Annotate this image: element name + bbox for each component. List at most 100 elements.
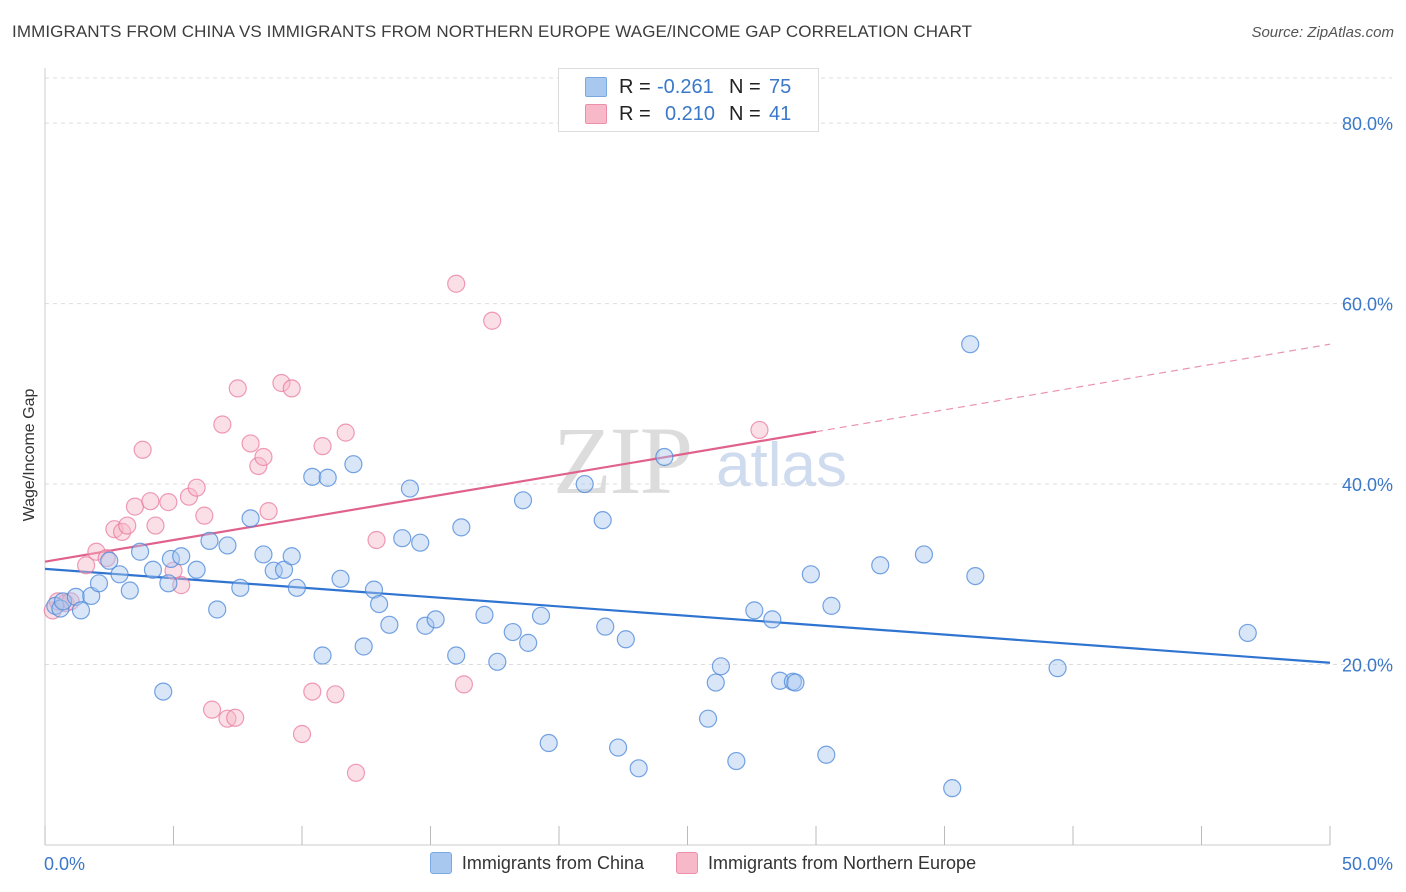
bottom-legend-swatch-china	[429, 852, 452, 874]
europe-point	[750, 420, 769, 440]
china-point	[447, 646, 466, 665]
europe-point	[326, 685, 345, 704]
bottom-legend: Immigrants from China Immigrants from No…	[0, 852, 1406, 874]
china-point	[400, 479, 420, 498]
legend-r-value: 0.210	[665, 102, 716, 125]
legend-n-label: N =	[729, 102, 761, 125]
china-point	[503, 622, 522, 642]
china-point	[519, 633, 538, 652]
china-trend-line	[44, 567, 1331, 664]
y-tick-label: 80.0%	[1342, 114, 1393, 134]
china-point	[370, 594, 389, 614]
legend-r-value: -0.261	[657, 75, 714, 98]
europe-point	[241, 434, 260, 453]
europe-point	[218, 709, 237, 728]
chart-title: IMMIGRANTS FROM CHINA VS IMMIGRANTS FROM…	[12, 22, 973, 41]
china-point	[727, 751, 746, 771]
china-point	[120, 581, 139, 600]
china-point	[416, 616, 435, 635]
china-point	[943, 779, 962, 798]
china-point	[200, 531, 219, 551]
legend-n-label: N =	[729, 75, 761, 98]
x-tick-label: 50.0%	[1342, 854, 1393, 874]
china-point	[770, 671, 790, 690]
china-point	[513, 491, 533, 510]
china-point	[609, 738, 628, 757]
china-point	[1238, 623, 1257, 643]
source-label: Source: ZipAtlas.com	[1251, 24, 1394, 41]
europe-point	[195, 506, 214, 525]
china-point	[208, 600, 227, 619]
europe-point	[228, 379, 247, 398]
europe-point	[141, 492, 160, 511]
china-point	[914, 545, 934, 564]
europe-point	[87, 542, 106, 561]
china-point	[241, 509, 260, 528]
europe-point	[226, 708, 245, 727]
europe-trend-extension	[815, 343, 1331, 433]
y-tick-label: 60.0%	[1342, 295, 1393, 315]
europe-point	[259, 502, 278, 521]
china-point	[871, 556, 890, 575]
europe-point	[213, 415, 232, 434]
china-point	[161, 549, 181, 569]
europe-point	[313, 437, 332, 456]
europe-point	[367, 530, 386, 550]
legend-r-label: R =	[619, 75, 651, 98]
europe-point	[118, 516, 137, 535]
china-point	[966, 566, 985, 586]
china-point	[452, 518, 471, 537]
china-point	[629, 759, 648, 778]
china-point	[274, 560, 294, 579]
europe-point	[187, 478, 206, 497]
china-point	[303, 467, 322, 486]
china-point	[254, 545, 273, 564]
china-point	[426, 610, 445, 629]
china-point	[331, 569, 350, 588]
bottom-legend-europe: Immigrants from Northern Europe	[675, 852, 977, 874]
china-point	[786, 673, 805, 692]
china-point	[172, 547, 191, 566]
china-point	[393, 529, 412, 548]
china-point	[100, 551, 119, 570]
china-point	[364, 580, 384, 599]
legend-n-value: 75	[769, 75, 792, 98]
bottom-legend-label-china: Immigrants from China	[461, 852, 644, 873]
europe-point	[133, 440, 152, 459]
europe-point	[303, 682, 322, 701]
china-point	[961, 335, 980, 354]
china-point	[706, 673, 725, 692]
china-point	[596, 617, 615, 636]
data-points	[43, 274, 1257, 798]
watermark-zip: ZIP	[553, 407, 693, 514]
europe-point	[336, 423, 355, 442]
tick-labels: 20.0% 40.0% 60.0% 80.0% 0.0% 50.0%	[44, 114, 1393, 874]
china-point	[313, 646, 332, 665]
europe-point	[97, 548, 116, 568]
legend-row-europe: R = 0.210 N = 41	[585, 101, 791, 127]
china-point	[89, 574, 109, 593]
china-point	[287, 578, 306, 597]
legend-row-china: R = -0.261 N = 75	[585, 74, 791, 100]
china-point	[318, 468, 337, 487]
bottom-legend-swatch-europe	[675, 852, 698, 874]
trend-lines	[44, 343, 1331, 664]
legend-box: R = -0.261 N = 75 R = 0.210 N = 41	[558, 68, 819, 132]
china-point	[488, 652, 507, 671]
china-point	[698, 709, 718, 728]
europe-point	[125, 497, 145, 516]
china-point	[71, 601, 91, 620]
china-point	[231, 578, 250, 597]
legend-r-label: R =	[619, 102, 651, 125]
bottom-legend-label-europe: Immigrants from Northern Europe	[707, 852, 977, 873]
europe-trend-line	[44, 430, 817, 563]
bottom-legend-china: Immigrants from China	[429, 852, 644, 874]
china-point	[475, 605, 494, 625]
grid-lines	[45, 77, 1392, 666]
china-point	[143, 560, 163, 579]
china-point	[110, 565, 129, 584]
china-point	[655, 447, 674, 467]
axes	[44, 68, 1331, 846]
china-point	[380, 615, 399, 634]
